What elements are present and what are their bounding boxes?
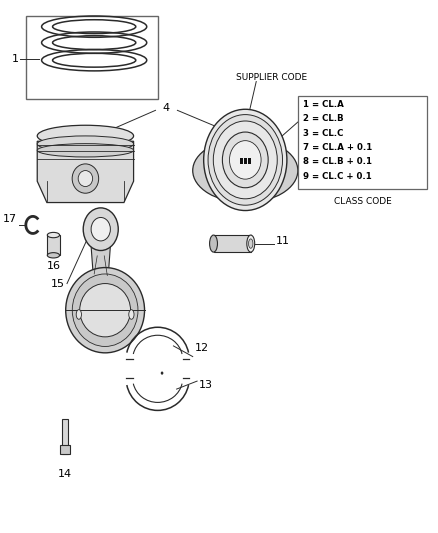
- Text: 12: 12: [195, 343, 209, 352]
- Text: CLASS CODE: CLASS CODE: [334, 197, 392, 206]
- Bar: [214, 235, 251, 252]
- Text: 17: 17: [3, 214, 17, 223]
- Ellipse shape: [213, 121, 277, 199]
- Bar: [47, 235, 60, 255]
- Ellipse shape: [204, 109, 287, 211]
- Text: 14: 14: [58, 469, 72, 479]
- Ellipse shape: [37, 136, 134, 152]
- Text: 16: 16: [46, 261, 60, 271]
- Text: 9 = CL.C + 0.1: 9 = CL.C + 0.1: [303, 172, 372, 181]
- Text: 7 = CL.A + 0.1: 7 = CL.A + 0.1: [303, 143, 372, 152]
- Ellipse shape: [47, 232, 60, 238]
- Text: 2 = CL.B: 2 = CL.B: [303, 115, 344, 124]
- Ellipse shape: [247, 235, 255, 252]
- Polygon shape: [37, 141, 134, 203]
- Ellipse shape: [230, 141, 261, 179]
- Text: 1 = CL.A: 1 = CL.A: [303, 100, 344, 109]
- Ellipse shape: [72, 274, 138, 346]
- Text: 4: 4: [163, 103, 170, 112]
- Ellipse shape: [209, 235, 217, 252]
- Text: 13: 13: [199, 380, 213, 390]
- Bar: [60, 445, 70, 454]
- Text: 1: 1: [12, 54, 19, 63]
- Text: 8 = CL.B + 0.1: 8 = CL.B + 0.1: [303, 157, 372, 166]
- Ellipse shape: [76, 310, 81, 319]
- Bar: [240, 158, 243, 164]
- Ellipse shape: [161, 372, 163, 375]
- Ellipse shape: [249, 239, 253, 248]
- Text: 11: 11: [276, 236, 290, 246]
- Ellipse shape: [83, 208, 118, 251]
- Ellipse shape: [129, 310, 134, 319]
- Bar: [244, 158, 247, 164]
- Ellipse shape: [37, 125, 134, 147]
- Ellipse shape: [37, 143, 134, 157]
- Ellipse shape: [80, 284, 131, 337]
- Text: 15: 15: [51, 279, 65, 288]
- Bar: [26, 16, 158, 99]
- Bar: [62, 419, 68, 454]
- Ellipse shape: [223, 132, 268, 188]
- Text: 3 = CL.C: 3 = CL.C: [303, 129, 343, 138]
- Ellipse shape: [47, 253, 60, 258]
- Bar: [248, 158, 251, 164]
- Ellipse shape: [91, 217, 110, 241]
- Text: SUPPLIER CODE: SUPPLIER CODE: [236, 73, 307, 82]
- Ellipse shape: [78, 171, 93, 187]
- Ellipse shape: [208, 115, 283, 205]
- Polygon shape: [75, 242, 115, 297]
- Ellipse shape: [72, 164, 99, 193]
- Bar: [298, 96, 427, 189]
- Ellipse shape: [193, 139, 298, 203]
- Ellipse shape: [66, 268, 145, 353]
